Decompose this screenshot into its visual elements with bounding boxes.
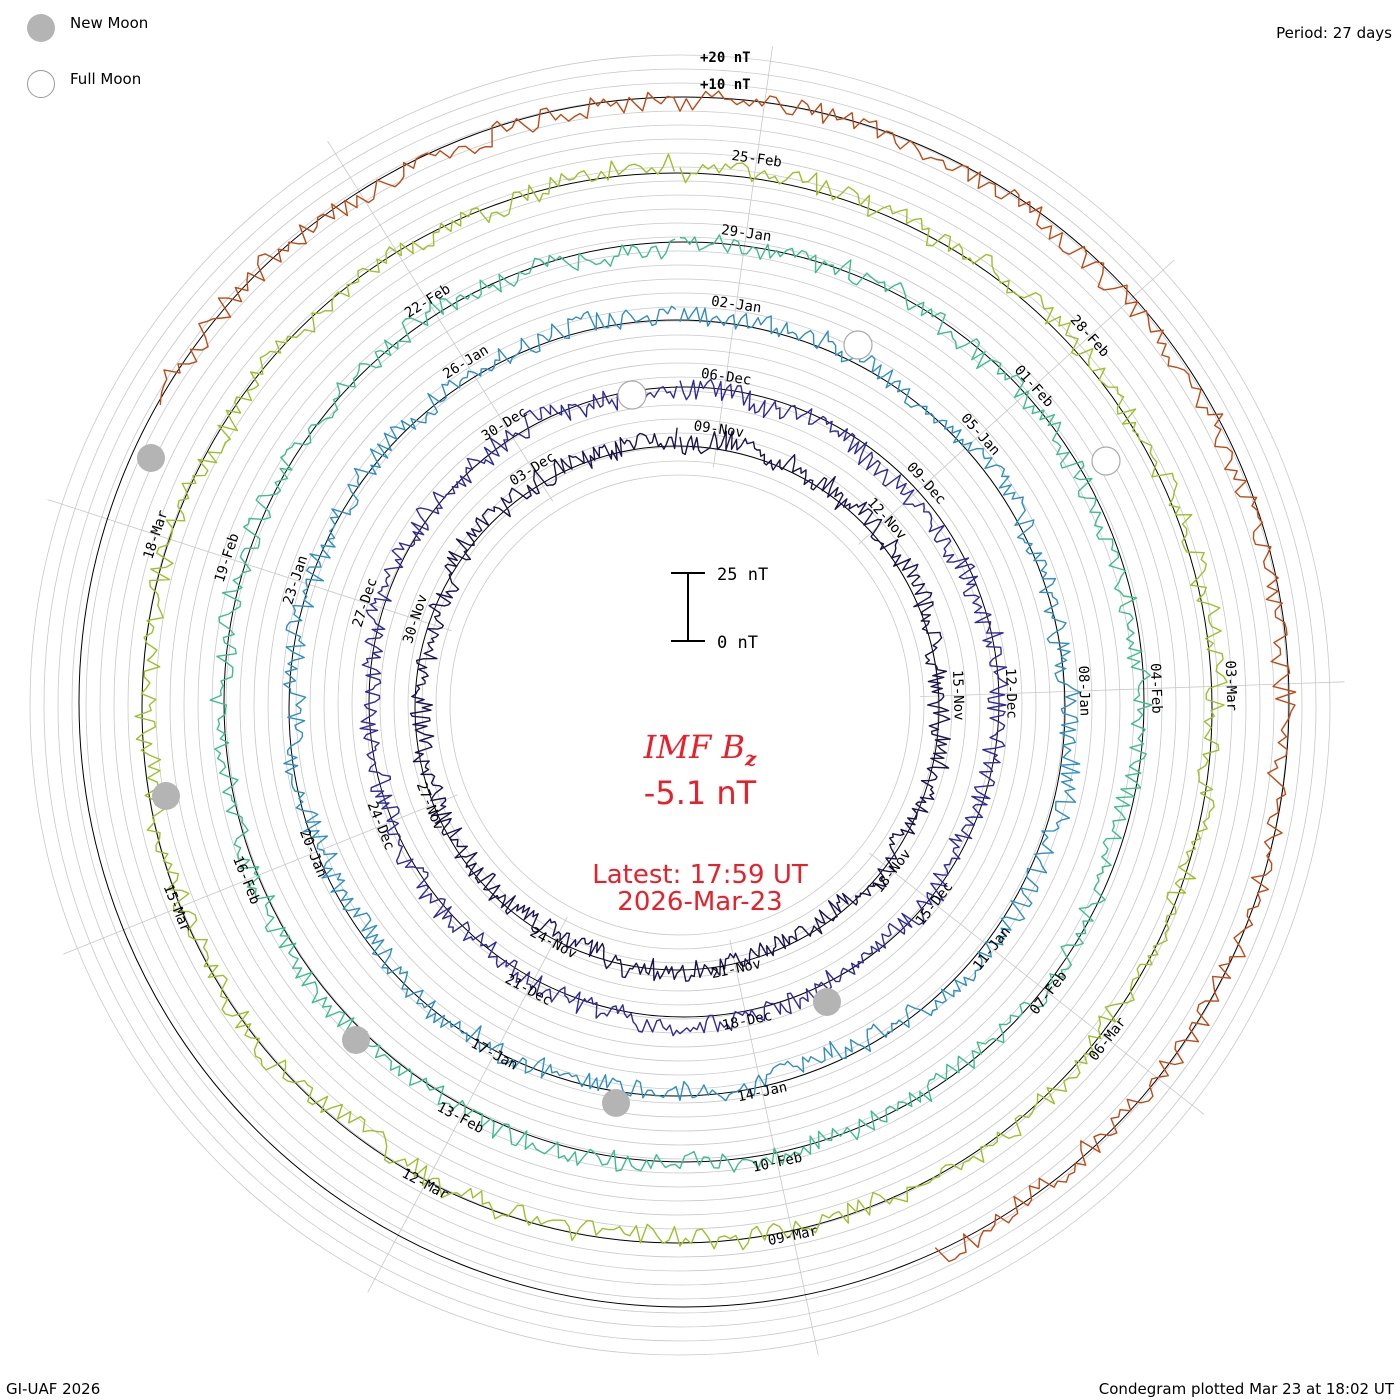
- ring-gridline: [407, 432, 953, 978]
- date-label: 19-Feb: [212, 531, 243, 584]
- series-trace: [209, 234, 1153, 1173]
- date-label: 22-Feb: [402, 281, 453, 321]
- reference-circle: [223, 241, 1145, 1163]
- latest-time: Latest: 17:59 UT: [592, 860, 808, 890]
- ring-gridline: [57, 82, 1303, 1328]
- latest-date: 2026-Mar-23: [617, 887, 783, 917]
- ring-gridline: [29, 54, 1331, 1356]
- date-label: 04-Feb: [1147, 663, 1165, 714]
- date-label: 03-Mar: [1222, 660, 1240, 711]
- date-label: 14-Jan: [736, 1079, 789, 1105]
- ring-gridline: [169, 194, 1191, 1216]
- ring-gridline: [379, 404, 981, 1006]
- new-moon-marker: [137, 444, 165, 472]
- scale-bar: 25 nT 0 nT: [671, 565, 768, 653]
- date-label: 13-Feb: [434, 1099, 486, 1137]
- date-label: 18-Dec: [721, 1008, 774, 1034]
- ring-gridline: [421, 446, 939, 964]
- series-trace: [159, 90, 1297, 1263]
- credit-label: GI-UAF 2026: [6, 1380, 101, 1398]
- date-label: 15-Nov: [949, 670, 967, 721]
- reference-circle: [368, 386, 1000, 1018]
- date-label: 16-Feb: [229, 854, 263, 907]
- quantity-subscript: z: [744, 746, 757, 771]
- full-moon-marker: [1091, 446, 1121, 476]
- date-label: 12-Nov: [864, 495, 910, 543]
- series-trace: [283, 305, 1081, 1102]
- date-label: 30-Dec: [479, 404, 530, 444]
- date-label: 06-Dec: [700, 366, 752, 389]
- date-labels: 09-Nov12-Nov15-Nov18-Nov21-Nov24-Nov27-N…: [141, 148, 1240, 1249]
- new-moon-marker: [342, 1026, 370, 1054]
- series-trace: [134, 153, 1228, 1251]
- outer-scale-label-20: +20 nT: [700, 50, 751, 66]
- new-moon-marker: [152, 782, 180, 810]
- current-value: -5.1 nT: [643, 774, 757, 812]
- date-label: 08-Jan: [1075, 665, 1093, 716]
- ring-gridline: [281, 306, 1079, 1104]
- ring-gridline: [127, 152, 1233, 1258]
- date-label: 26-Jan: [440, 342, 491, 382]
- radial-gridline: [919, 681, 1345, 698]
- ring-gridline: [449, 474, 911, 936]
- quantity-title: IMF Bz: [560, 728, 840, 770]
- outer-scale-label-10: +10 nT: [700, 77, 751, 93]
- date-label: 02-Jan: [710, 293, 762, 316]
- ring-gridline: [197, 222, 1163, 1188]
- period-label: Period: 27 days: [1276, 24, 1392, 42]
- reference-circle: [288, 319, 1066, 1097]
- date-label: 10-Feb: [751, 1150, 804, 1176]
- reference-circle: [141, 172, 1213, 1244]
- ring-gridline: [43, 68, 1317, 1342]
- date-label: 15-Mar: [160, 882, 194, 935]
- ring-gridline: [155, 180, 1205, 1230]
- date-label: 18-Mar: [141, 508, 172, 561]
- date-label: 07-Feb: [1027, 968, 1071, 1018]
- new-moon-legend-icon: [27, 14, 55, 42]
- data-traces: [134, 90, 1297, 1263]
- ring-gridline: [295, 320, 1065, 1090]
- date-label: 09-Nov: [693, 418, 745, 441]
- ring-gridline: [365, 390, 995, 1020]
- radial-gridline: [327, 140, 554, 502]
- full-moon-marker: [843, 330, 873, 360]
- date-label: 05-Jan: [957, 411, 1003, 459]
- ring-gridline: [267, 292, 1093, 1118]
- date-label: 12-Dec: [1002, 668, 1020, 719]
- ring-gridline: [337, 362, 1023, 1048]
- series-trace: [409, 427, 951, 982]
- new-moon-marker: [602, 1089, 630, 1117]
- ring-gridline: [141, 166, 1219, 1244]
- date-label: 25-Feb: [731, 148, 783, 171]
- quantity-name: IMF B: [643, 728, 745, 766]
- scale-bar-top-label: 25 nT: [717, 565, 768, 585]
- radial-gridline: [63, 794, 458, 955]
- reference-circle: [78, 96, 1290, 1308]
- ring-gridline: [253, 278, 1107, 1132]
- full-moon-legend-icon: [27, 70, 55, 98]
- ring-gridline: [85, 110, 1275, 1300]
- new-moon-legend-label: New Moon: [70, 14, 149, 32]
- ring-gridline: [435, 460, 925, 950]
- ring-gridline: [393, 418, 967, 992]
- ring-gridline: [211, 236, 1149, 1174]
- ring-gridline: [113, 138, 1247, 1272]
- moon-markers: [137, 330, 1121, 1117]
- ring-gridline: [323, 348, 1037, 1062]
- ring-gridline: [309, 334, 1051, 1076]
- reference-circles: [78, 96, 1290, 1308]
- scale-bar-bottom-label: 0 nT: [717, 633, 758, 653]
- new-moon-marker: [813, 988, 841, 1016]
- ring-gridline: [99, 124, 1261, 1286]
- full-moon-marker: [617, 380, 647, 410]
- full-moon-legend-label: Full Moon: [70, 70, 142, 88]
- ring-gridline: [183, 208, 1177, 1202]
- series-trace: [359, 378, 1009, 1037]
- ring-gridline: [239, 264, 1121, 1146]
- date-label: 30-Nov: [400, 593, 431, 646]
- date-label: 29-Jan: [720, 222, 772, 245]
- plotted-timestamp: Condegram plotted Mar 23 at 18:02 UT: [1098, 1380, 1394, 1398]
